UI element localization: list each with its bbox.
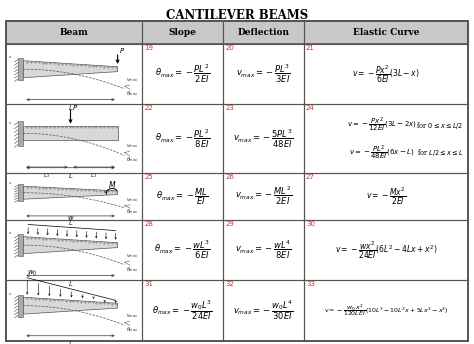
Text: Slope: Slope (169, 28, 197, 37)
Text: $\theta_{max}$: $\theta_{max}$ (126, 265, 138, 273)
Text: s: s (9, 292, 10, 296)
Text: 21: 21 (306, 45, 315, 51)
Text: $\theta_{max} = -\dfrac{PL^2}{8EI}$: $\theta_{max} = -\dfrac{PL^2}{8EI}$ (155, 128, 210, 150)
Text: 24: 24 (306, 106, 315, 111)
Text: $v_{max} = -\dfrac{ML^2}{2EI}$: $v_{max} = -\dfrac{ML^2}{2EI}$ (235, 185, 292, 207)
Text: Elastic Curve: Elastic Curve (353, 28, 419, 37)
Text: $v_{max}$: $v_{max}$ (126, 142, 138, 150)
Polygon shape (23, 186, 118, 199)
Text: $L$: $L$ (68, 103, 73, 112)
Text: $L$: $L$ (68, 218, 73, 227)
Text: $v_{max} = -\dfrac{5PL^3}{48EI}$: $v_{max} = -\dfrac{5PL^3}{48EI}$ (234, 128, 294, 150)
Bar (18, 184, 23, 201)
Text: $w$: $w$ (67, 214, 74, 222)
Text: Beam: Beam (60, 28, 88, 37)
Text: CANTILEVER BEAMS: CANTILEVER BEAMS (166, 9, 308, 22)
Text: $v_{max}$: $v_{max}$ (126, 252, 138, 260)
Text: $v = -\dfrac{PL^2}{48EI}(6x - L)$: $v = -\dfrac{PL^2}{48EI}(6x - L)$ (349, 143, 414, 162)
Text: s: s (9, 181, 10, 185)
Text: $P$: $P$ (72, 103, 78, 112)
Text: 31: 31 (144, 281, 153, 288)
Text: $v_{max} = -\dfrac{w_0 L^4}{30EI}$: $v_{max} = -\dfrac{w_0 L^4}{30EI}$ (233, 299, 294, 322)
Text: s: s (9, 55, 10, 59)
Text: 26: 26 (225, 174, 234, 180)
Text: $\theta_{max}$: $\theta_{max}$ (126, 207, 138, 216)
Text: 19: 19 (144, 45, 153, 51)
Bar (18, 121, 23, 146)
Text: $v_{max} = -\dfrac{PL^3}{3EI}$: $v_{max} = -\dfrac{PL^3}{3EI}$ (236, 63, 291, 85)
Polygon shape (23, 297, 118, 314)
Bar (18, 295, 23, 316)
Text: $L$: $L$ (68, 279, 73, 288)
Text: $\theta_{max} = -\dfrac{ML}{EI}$: $\theta_{max} = -\dfrac{ML}{EI}$ (156, 186, 209, 207)
Text: $\theta_{max} = -\dfrac{PL^2}{2EI}$: $\theta_{max} = -\dfrac{PL^2}{2EI}$ (155, 63, 210, 85)
Text: $L_2$: $L_2$ (91, 171, 98, 180)
Text: $v = -\dfrac{wx^2}{24EI}(6L^2 - 4Lx + x^2)$: $v = -\dfrac{wx^2}{24EI}(6L^2 - 4Lx + x^… (335, 239, 438, 261)
Text: $\theta_{max}$: $\theta_{max}$ (126, 89, 138, 98)
Text: 29: 29 (225, 221, 234, 227)
Text: 33: 33 (306, 281, 315, 288)
Text: $v_{max}$: $v_{max}$ (126, 196, 138, 204)
Text: $v = -\dfrac{Mx^2}{2EI}$: $v = -\dfrac{Mx^2}{2EI}$ (366, 185, 406, 207)
Text: $\theta_{max} = -\dfrac{wL^3}{6EI}$: $\theta_{max} = -\dfrac{wL^3}{6EI}$ (154, 239, 211, 261)
Text: $v = -\dfrac{Px^2}{12EI}(3L - 2x)$: $v = -\dfrac{Px^2}{12EI}(3L - 2x)$ (346, 116, 417, 134)
Text: 30: 30 (306, 221, 315, 227)
Polygon shape (23, 237, 118, 254)
Text: 27: 27 (306, 174, 315, 180)
Text: $P$: $P$ (119, 46, 125, 55)
Text: $\theta_{max}$: $\theta_{max}$ (126, 325, 138, 334)
Text: 22: 22 (144, 106, 153, 111)
Text: $L_2$: $L_2$ (44, 171, 51, 180)
Polygon shape (23, 127, 118, 140)
Text: for $0 \leq x \leq L/2$: for $0 \leq x \leq L/2$ (416, 120, 464, 131)
Text: $v_{max}$: $v_{max}$ (126, 76, 138, 84)
Text: 32: 32 (225, 281, 234, 288)
Polygon shape (23, 61, 118, 78)
Text: s: s (9, 231, 10, 235)
Text: $\theta_{max}$: $\theta_{max}$ (126, 155, 138, 164)
Text: for $L/2 \leq x \leq L$: for $L/2 \leq x \leq L$ (417, 147, 464, 158)
Text: 25: 25 (144, 174, 153, 180)
Text: $L$: $L$ (68, 339, 73, 344)
Text: $L$: $L$ (68, 171, 73, 180)
Text: $v_{max}$: $v_{max}$ (126, 312, 138, 320)
Text: 20: 20 (225, 45, 234, 51)
Text: $M$: $M$ (108, 179, 116, 190)
Text: $v = -\dfrac{w_0\,x^2}{120LEI}(10L^3 - 10L^2x + 5Lx^2 - x^3)$: $v = -\dfrac{w_0\,x^2}{120LEI}(10L^3 - 1… (324, 302, 448, 319)
Text: $w_0$: $w_0$ (27, 268, 38, 278)
Text: s: s (9, 121, 10, 125)
Text: Deflection: Deflection (237, 28, 290, 37)
Text: $v = -\dfrac{Px^2}{6EI}(3L - x)$: $v = -\dfrac{Px^2}{6EI}(3L - x)$ (353, 63, 420, 85)
Text: $v_{max} = -\dfrac{wL^4}{8EI}$: $v_{max} = -\dfrac{wL^4}{8EI}$ (235, 239, 292, 261)
Text: $\theta_{max} = -\dfrac{w_0 L^3}{24EI}$: $\theta_{max} = -\dfrac{w_0 L^3}{24EI}$ (152, 299, 213, 322)
Text: 23: 23 (225, 106, 234, 111)
Text: 28: 28 (144, 221, 153, 227)
Bar (18, 234, 23, 256)
Bar (18, 58, 23, 80)
